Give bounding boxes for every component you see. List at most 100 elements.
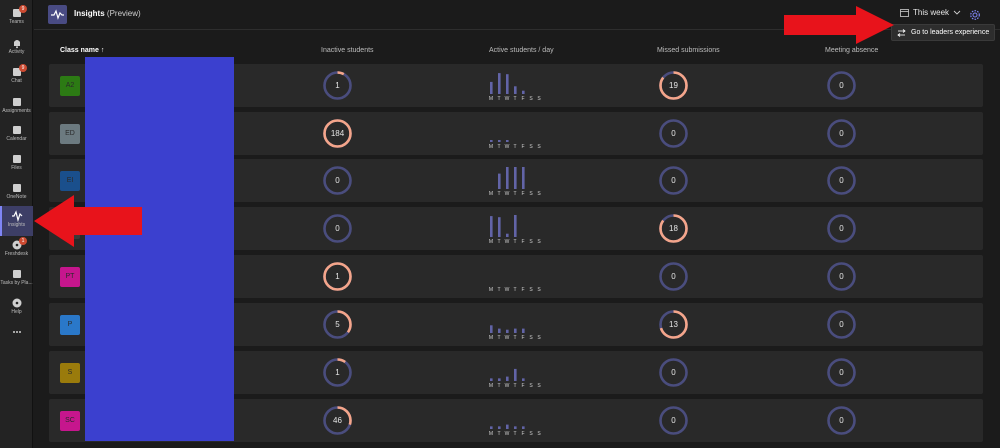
day-label: F xyxy=(521,96,525,102)
rail-item-chat[interactable]: Chat 9 xyxy=(0,62,33,92)
missed-submissions-gauge[interactable]: 19 xyxy=(658,70,689,101)
more-icon xyxy=(12,331,21,333)
ring-value: 0 xyxy=(335,224,340,233)
inactive-students-gauge[interactable]: 5 xyxy=(322,309,353,340)
rail-item-freshdesk[interactable]: Freshdesk 1 xyxy=(0,235,33,265)
rail-item-calendar[interactable]: Calendar xyxy=(0,120,33,150)
inactive-students-gauge[interactable]: 46 xyxy=(322,405,353,436)
class-avatar: ED xyxy=(60,124,80,144)
inactive-students-gauge[interactable]: 1 xyxy=(322,261,353,292)
inactive-students-gauge[interactable]: 0 xyxy=(322,213,353,244)
rail-item-help[interactable]: Help xyxy=(0,293,33,323)
column-header-meeting-absence[interactable]: Meeting absence xyxy=(825,47,879,54)
day-bar xyxy=(506,424,509,429)
ring-track xyxy=(659,119,688,148)
day-bar xyxy=(506,140,509,142)
day-label: T xyxy=(513,335,517,341)
rail-item-label: Tasks by Pla... xyxy=(0,280,33,286)
pulse-icon xyxy=(11,210,22,222)
day-label: M xyxy=(488,144,494,150)
day-label: F xyxy=(521,287,525,293)
rail-item-teams[interactable]: Teams 9 xyxy=(0,3,33,33)
day-label: T xyxy=(513,287,517,293)
help-icon xyxy=(12,298,21,308)
week-picker[interactable]: This week xyxy=(900,8,961,17)
day-label: W xyxy=(504,287,510,293)
day-label: S xyxy=(529,431,533,437)
rail-item-files[interactable]: Files xyxy=(0,149,33,179)
rail-item-tasks-by-pla[interactable]: Tasks by Pla... xyxy=(0,264,33,294)
inactive-students-gauge[interactable]: 0 xyxy=(322,165,353,196)
gear-icon xyxy=(970,10,980,20)
ring-gauge xyxy=(323,166,352,195)
ring-gauge xyxy=(659,214,688,243)
rail-item-insights[interactable]: Insights xyxy=(0,206,33,236)
ring-gauge xyxy=(659,71,688,100)
inactive-students-gauge[interactable]: 184 xyxy=(322,118,353,149)
ring-gauge xyxy=(659,166,688,195)
redaction-block xyxy=(85,57,234,441)
missed-submissions-gauge[interactable]: 0 xyxy=(658,261,689,292)
ring-track xyxy=(827,71,856,100)
column-header-active-students[interactable]: Active students / day xyxy=(489,47,554,54)
ring-track xyxy=(827,262,856,291)
page-title-suffix: (Preview) xyxy=(106,9,141,18)
rail-item-activity[interactable]: Activity xyxy=(0,33,33,63)
ring-track xyxy=(323,166,352,195)
rail-item-assignments[interactable]: Assignments xyxy=(0,92,33,122)
day-label: F xyxy=(521,191,525,197)
meeting-absence-gauge[interactable]: 0 xyxy=(826,213,857,244)
rail-item-label: Activity xyxy=(8,49,25,55)
missed-submissions-gauge[interactable]: 18 xyxy=(658,213,689,244)
ring-value: 0 xyxy=(671,416,676,425)
ring-value: 0 xyxy=(839,81,844,90)
rail-item-onenote[interactable]: OneNote xyxy=(0,178,33,208)
day-label: S xyxy=(529,335,533,341)
day-label: W xyxy=(504,144,510,150)
ring-track xyxy=(659,166,688,195)
ring-gauge xyxy=(827,310,856,339)
rail-item-label: Assignments xyxy=(2,108,31,114)
missed-submissions-gauge[interactable]: 0 xyxy=(658,118,689,149)
bar-chart-svg xyxy=(490,325,525,333)
go-to-leaders-button[interactable]: Go to leaders experience xyxy=(891,24,995,41)
column-header-class-name[interactable]: Class name ↑ xyxy=(60,47,105,54)
missed-submissions-gauge[interactable]: 0 xyxy=(658,357,689,388)
swap-arrows-icon xyxy=(897,28,906,37)
ring-gauge xyxy=(827,119,856,148)
rail-item-more[interactable] xyxy=(0,322,33,352)
freshdesk-icon xyxy=(12,240,21,250)
ring-value: 46 xyxy=(333,416,342,425)
inactive-students-gauge[interactable]: 1 xyxy=(322,70,353,101)
meeting-absence-gauge[interactable]: 0 xyxy=(826,357,857,388)
column-header-inactive-students[interactable]: Inactive students xyxy=(321,47,374,54)
meeting-absence-gauge[interactable]: 0 xyxy=(826,261,857,292)
day-bar xyxy=(514,86,517,94)
day-bar xyxy=(522,167,525,189)
inactive-students-gauge[interactable]: 1 xyxy=(322,357,353,388)
missed-submissions-gauge[interactable]: 0 xyxy=(658,405,689,436)
ring-value: 0 xyxy=(839,416,844,425)
meeting-absence-gauge[interactable]: 0 xyxy=(826,118,857,149)
rail-item-label: Teams xyxy=(9,19,24,25)
day-label: T xyxy=(497,383,501,389)
day-label: T xyxy=(497,191,501,197)
column-header-missed-submissions[interactable]: Missed submissions xyxy=(657,47,720,54)
missed-submissions-gauge[interactable]: 0 xyxy=(658,165,689,196)
meeting-absence-gauge[interactable]: 0 xyxy=(826,309,857,340)
day-label: W xyxy=(504,191,510,197)
meeting-absence-gauge[interactable]: 0 xyxy=(826,405,857,436)
meeting-absence-gauge[interactable]: 0 xyxy=(826,70,857,101)
missed-submissions-gauge[interactable]: 13 xyxy=(658,309,689,340)
notification-badge: 9 xyxy=(19,64,27,72)
meeting-absence-gauge[interactable]: 0 xyxy=(826,165,857,196)
settings-button[interactable] xyxy=(969,8,981,20)
